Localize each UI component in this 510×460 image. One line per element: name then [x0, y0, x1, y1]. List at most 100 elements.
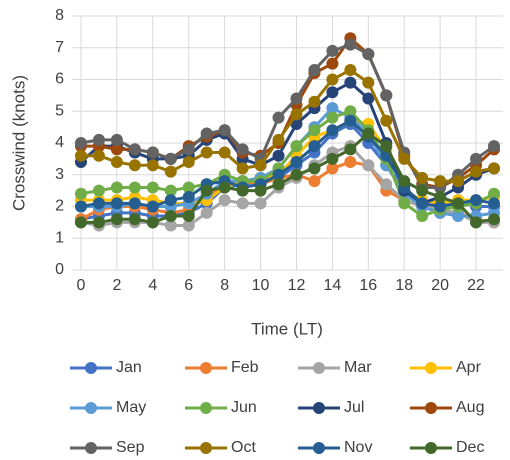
point: [308, 175, 321, 188]
point: [200, 127, 213, 140]
point: [488, 197, 501, 210]
y-tick-label: 5: [55, 102, 64, 119]
legend-label: Aug: [456, 399, 484, 416]
point: [470, 165, 483, 178]
point: [164, 219, 177, 232]
point: [92, 216, 105, 229]
point: [164, 165, 177, 178]
point: [218, 181, 231, 194]
point: [470, 216, 483, 229]
point: [200, 146, 213, 159]
point: [74, 216, 87, 229]
point: [164, 194, 177, 207]
y-tick-label: 2: [55, 198, 64, 215]
point: [470, 194, 483, 207]
point: [326, 57, 339, 70]
point: [344, 143, 357, 156]
point: [164, 184, 177, 197]
point: [326, 111, 339, 124]
x-tick-label: 22: [467, 277, 485, 294]
point: [254, 159, 267, 172]
point: [452, 175, 465, 188]
x-tick-label: 12: [288, 277, 306, 294]
point: [488, 162, 501, 175]
point: [470, 152, 483, 165]
point: [182, 156, 195, 169]
legend-marker: [425, 442, 437, 454]
point: [92, 184, 105, 197]
legend-marker: [85, 442, 97, 454]
point: [218, 146, 231, 159]
point: [272, 178, 285, 191]
point: [92, 149, 105, 162]
x-tick-label: 2: [112, 277, 121, 294]
point: [326, 162, 339, 175]
point: [308, 162, 321, 175]
point: [308, 124, 321, 137]
point: [110, 133, 123, 146]
legend-marker: [85, 402, 97, 414]
point: [146, 216, 159, 229]
x-tick-label: 10: [252, 277, 270, 294]
point: [362, 127, 375, 140]
point: [254, 197, 267, 210]
point: [326, 152, 339, 165]
point: [128, 143, 141, 156]
point: [110, 197, 123, 210]
x-tick-label: 16: [359, 277, 377, 294]
point: [344, 114, 357, 127]
y-tick-label: 6: [55, 71, 64, 88]
point: [182, 143, 195, 156]
point: [344, 105, 357, 118]
point: [236, 162, 249, 175]
x-tick-label: 0: [77, 277, 86, 294]
point: [416, 197, 429, 210]
point: [290, 140, 303, 153]
legend-label: Jan: [116, 359, 142, 376]
y-tick-label: 3: [55, 166, 64, 183]
point: [434, 190, 447, 203]
legend-label: Jun: [231, 399, 257, 416]
point: [164, 210, 177, 223]
point: [110, 143, 123, 156]
point: [434, 175, 447, 188]
x-tick-label: 6: [184, 277, 193, 294]
x-tick-label: 14: [323, 277, 341, 294]
x-tick-label: 8: [220, 277, 229, 294]
point: [290, 92, 303, 105]
point: [272, 168, 285, 181]
point: [398, 175, 411, 188]
point: [326, 102, 339, 115]
point: [236, 184, 249, 197]
point: [326, 73, 339, 86]
point: [380, 89, 393, 102]
x-tick-label: 18: [395, 277, 413, 294]
point: [182, 219, 195, 232]
point: [164, 152, 177, 165]
point: [182, 181, 195, 194]
legend-marker: [313, 362, 325, 374]
point: [110, 213, 123, 226]
point: [452, 197, 465, 210]
legend-label: Sep: [116, 439, 145, 456]
point: [218, 124, 231, 137]
point: [128, 197, 141, 210]
legend-marker: [313, 442, 325, 454]
legend-label: May: [116, 399, 146, 416]
point: [200, 184, 213, 197]
y-tick-label: 8: [55, 7, 64, 24]
point: [308, 140, 321, 153]
point: [416, 171, 429, 184]
point: [128, 213, 141, 226]
point: [128, 181, 141, 194]
point: [362, 48, 375, 61]
point: [128, 159, 141, 172]
y-tick-label: 7: [55, 39, 64, 56]
legend-label: Mar: [344, 359, 372, 376]
x-axis-label: Time (LT): [251, 319, 323, 338]
x-tick-label: 20: [431, 277, 449, 294]
point: [182, 190, 195, 203]
point: [200, 206, 213, 219]
point: [218, 194, 231, 207]
point: [488, 140, 501, 153]
